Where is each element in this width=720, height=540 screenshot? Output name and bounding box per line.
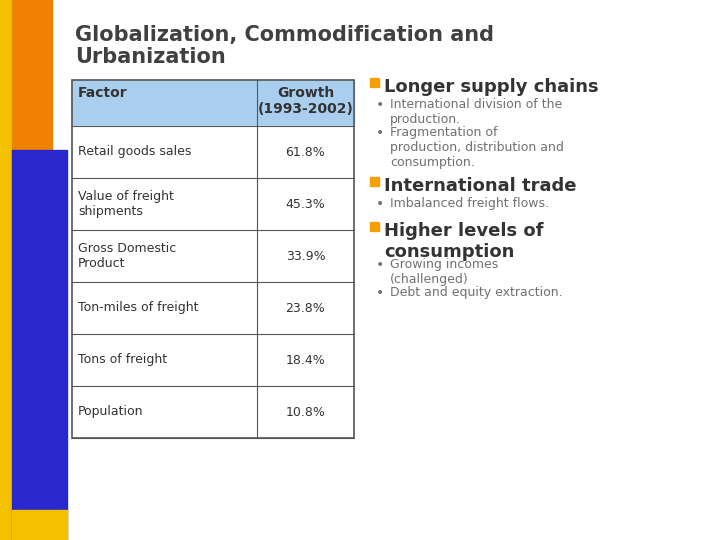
Text: Growth
(1993-2002): Growth (1993-2002) xyxy=(258,86,354,116)
Bar xyxy=(370,177,379,186)
Text: Longer supply chains: Longer supply chains xyxy=(384,78,598,96)
Text: Urbanization: Urbanization xyxy=(75,47,226,67)
Text: 23.8%: 23.8% xyxy=(286,301,325,314)
Text: Growing incomes
(challenged): Growing incomes (challenged) xyxy=(390,258,498,286)
Bar xyxy=(370,78,379,87)
Bar xyxy=(72,282,354,334)
Bar xyxy=(72,334,354,386)
Text: 61.8%: 61.8% xyxy=(286,145,325,159)
Text: Imbalanced freight flows.: Imbalanced freight flows. xyxy=(390,197,549,210)
Text: 33.9%: 33.9% xyxy=(286,249,325,262)
Text: •: • xyxy=(376,197,384,211)
Text: Globalization, Commodification and: Globalization, Commodification and xyxy=(75,25,494,45)
Text: Fragmentation of
production, distribution and
consumption.: Fragmentation of production, distributio… xyxy=(390,126,564,169)
Bar xyxy=(12,150,67,540)
Bar xyxy=(72,80,354,438)
Text: 18.4%: 18.4% xyxy=(286,354,325,367)
Text: Gross Domestic
Product: Gross Domestic Product xyxy=(78,242,176,270)
Text: •: • xyxy=(376,98,384,112)
Text: Population: Population xyxy=(78,406,143,419)
Bar xyxy=(0,0,12,540)
Text: •: • xyxy=(376,258,384,272)
Text: Factor: Factor xyxy=(78,86,127,100)
Text: Retail goods sales: Retail goods sales xyxy=(78,145,192,159)
Text: •: • xyxy=(376,126,384,140)
Text: Ton-miles of freight: Ton-miles of freight xyxy=(78,301,199,314)
Bar xyxy=(12,510,67,540)
Bar xyxy=(72,80,354,126)
Text: Tons of freight: Tons of freight xyxy=(78,354,167,367)
Text: •: • xyxy=(376,286,384,300)
Bar xyxy=(72,126,354,178)
Text: International division of the
production.: International division of the production… xyxy=(390,98,562,126)
Bar xyxy=(72,230,354,282)
Text: Debt and equity extraction.: Debt and equity extraction. xyxy=(390,286,562,299)
Text: Higher levels of
consumption: Higher levels of consumption xyxy=(384,222,544,261)
Text: International trade: International trade xyxy=(384,177,577,195)
Bar xyxy=(12,0,52,355)
Bar xyxy=(72,178,354,230)
Text: 45.3%: 45.3% xyxy=(286,198,325,211)
Text: 10.8%: 10.8% xyxy=(286,406,325,419)
Bar xyxy=(72,386,354,438)
Bar xyxy=(370,222,379,231)
Text: Value of freight
shipments: Value of freight shipments xyxy=(78,190,174,218)
